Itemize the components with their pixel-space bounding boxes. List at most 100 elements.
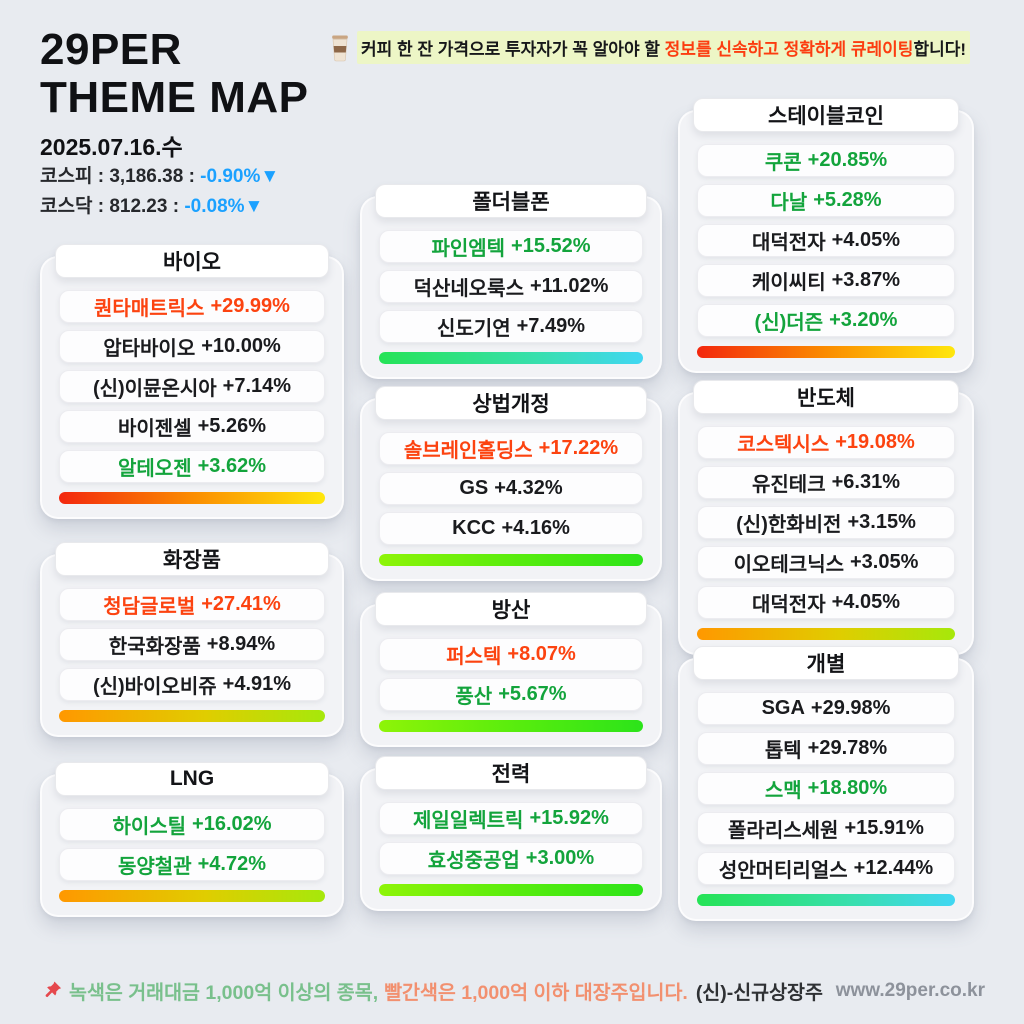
theme-card: 반도체 코스텍시스 +19.08% 유진테크 +6.31% (신)한화비전 +3.15% 이… [678, 380, 974, 655]
stock-row: 압타바이오 +10.00% [59, 330, 325, 363]
stock-change: +3.05% [850, 551, 919, 573]
brand-line-2: THEME MAP [40, 72, 309, 122]
theme-card: 방산 퍼스텍 +8.07% 풍산 +5.67% [360, 592, 662, 747]
tagline: 커피 한 잔 가격으로 투자자가 꼭 알아야 할 정보를 신속하고 정확하게 큐… [328, 31, 971, 64]
theme-title: 전력 [375, 756, 647, 790]
stock-change: +27.41% [201, 593, 281, 615]
stock-rows: 퀀타매트릭스 +29.99% 압타바이오 +10.00% (신)이뮨온시아 +7.14% 바… [59, 290, 325, 483]
stock-change: +15.52% [511, 235, 591, 257]
stock-name: 톱텍 [764, 740, 802, 762]
kosdaq-change: -0.08%▼ [184, 196, 264, 217]
stock-change: +4.05% [831, 229, 900, 251]
stock-change: +12.44% [853, 857, 934, 879]
stock-name: 동양철관 [118, 856, 192, 878]
stock-name: 솔브레인홀딩스 [403, 440, 533, 462]
stock-row: 대덕전자 +4.05% [697, 224, 955, 257]
stock-row: 케이씨티 +3.87% [697, 264, 955, 297]
stock-row: 하이스틸 +16.02% [59, 808, 325, 841]
kospi-line: 코스피 : 3,186.38 : -0.90%▼ [40, 161, 279, 188]
stock-row: (신)더즌 +3.20% [697, 304, 955, 337]
stock-change: +3.00% [525, 847, 595, 869]
stock-row: 퍼스텍 +8.07% [379, 638, 643, 671]
stock-name: GS [459, 477, 489, 499]
stock-name: 덕산네오룩스 [413, 278, 524, 300]
stock-name: (신)한화비전 [736, 514, 842, 536]
stock-name: (신)바이오비쥬 [92, 676, 217, 698]
stock-change: +8.94% [206, 633, 276, 655]
stock-row: 다날 +5.28% [697, 184, 955, 217]
theme-title: 화장품 [55, 542, 329, 576]
stock-change: +15.92% [529, 807, 609, 829]
stock-change: +16.02% [192, 813, 272, 835]
stock-change: +4.32% [494, 477, 563, 499]
stock-name: 유진테크 [752, 474, 826, 496]
tagline-emphasis: 정보를 신속하고 정확하게 큐레이팅 [664, 40, 914, 59]
stock-name: KCC [452, 517, 496, 539]
stock-change: +4.16% [501, 517, 570, 539]
stock-row: 이오테크닉스 +3.05% [697, 546, 955, 579]
stock-row: 대덕전자 +4.05% [697, 586, 955, 619]
stock-change: +3.87% [831, 269, 900, 291]
heat-gradient-bar [59, 890, 325, 902]
stock-change: +29.99% [210, 295, 290, 317]
stock-row: 청담글로벌 +27.41% [59, 588, 325, 621]
stock-change: +15.91% [844, 817, 924, 839]
stock-name: 청담글로벌 [103, 596, 196, 618]
stock-row: 성안머티리얼스 +12.44% [697, 852, 955, 885]
footnote-suffix: (신)-신규상장주 [695, 982, 823, 1004]
stock-name: 다날 [770, 192, 808, 214]
brand-line-1: 29PER [40, 25, 182, 74]
stock-name: (신)이뮨온시아 [92, 378, 217, 400]
stock-change: +29.98% [810, 697, 891, 719]
stock-change: +3.15% [847, 511, 916, 533]
stock-name: 대덕전자 [752, 594, 826, 616]
stock-row: 한국화장품 +8.94% [59, 628, 325, 661]
stock-row: 덕산네오룩스 +11.02% [379, 270, 643, 303]
kosdaq-line: 코스닥 : 812.23 : -0.08%▼ [40, 191, 263, 218]
stock-name: 바이젠셀 [118, 418, 192, 440]
tagline-pre: 커피 한 잔 가격으로 투자자가 꼭 알아야 할 [361, 40, 665, 59]
stock-change: +20.85% [807, 149, 888, 171]
theme-card: 스테이블코인 쿠콘 +20.85% 다날 +5.28% 대덕전자 +4.05% 케이씨티 +3… [678, 98, 974, 373]
heat-gradient-bar [379, 884, 643, 896]
stock-change: +3.62% [197, 455, 266, 477]
site-url: www.29per.co.kr [835, 980, 985, 1001]
theme-title: 방산 [375, 592, 647, 626]
stock-rows: 하이스틸 +16.02% 동양철관 +4.72% [59, 808, 325, 881]
stock-row: (신)바이오비쥬 +4.91% [59, 668, 325, 701]
stock-name: 대덕전자 [752, 232, 826, 254]
page-title: 29PER THEME MAP [40, 26, 309, 121]
stock-rows: 쿠콘 +20.85% 다날 +5.28% 대덕전자 +4.05% 케이씨티 +3.87% (신)… [697, 144, 955, 337]
theme-title: LNG [55, 762, 329, 796]
kospi-value: 코스피 : 3,186.38 : [40, 166, 201, 187]
stock-row: SGA +29.98% [697, 692, 955, 725]
stock-change: +6.31% [831, 471, 900, 493]
theme-title: 상법개정 [375, 386, 647, 420]
heat-gradient-bar [697, 346, 955, 358]
theme-card: 화장품 청담글로벌 +27.41% 한국화장품 +8.94% (신)바이오비쥬 +4.91… [40, 542, 344, 737]
stock-rows: 코스텍시스 +19.08% 유진테크 +6.31% (신)한화비전 +3.15% 이오테크닉… [697, 426, 955, 619]
stock-row: 동양철관 +4.72% [59, 848, 325, 881]
footnote-red: 빨간색은 1,000억 이하 대장주입니다. [384, 982, 688, 1004]
stock-name: 케이씨티 [752, 272, 826, 294]
stock-row: (신)한화비전 +3.15% [697, 506, 955, 539]
stock-change: +18.80% [807, 777, 888, 799]
coffee-cup-icon [332, 35, 348, 61]
stock-change: +5.26% [197, 415, 266, 437]
stock-change: +29.78% [807, 737, 888, 759]
stock-row: 파인엠텍 +15.52% [379, 230, 643, 263]
heat-gradient-bar [379, 352, 643, 364]
footnote-green: 녹색은 거래대금 1,000억 이상의 종목, [69, 982, 379, 1004]
stock-row: GS +4.32% [379, 472, 643, 505]
theme-card: 상법개정 솔브레인홀딩스 +17.22% GS +4.32% KCC +4.16% [360, 386, 662, 581]
stock-name: 압타바이오 [103, 338, 196, 360]
stock-row: 톱텍 +29.78% [697, 732, 955, 765]
tagline-post: 합니다! [913, 40, 967, 59]
stock-name: 알테오젠 [118, 458, 192, 480]
stock-name: 이오테크닉스 [733, 554, 844, 576]
stock-name: 퍼스텍 [446, 646, 502, 668]
stock-change: +11.02% [529, 275, 609, 297]
stock-row: 알테오젠 +3.62% [59, 450, 325, 483]
heat-gradient-bar [379, 720, 643, 732]
stock-name: 한국화장품 [108, 636, 201, 658]
